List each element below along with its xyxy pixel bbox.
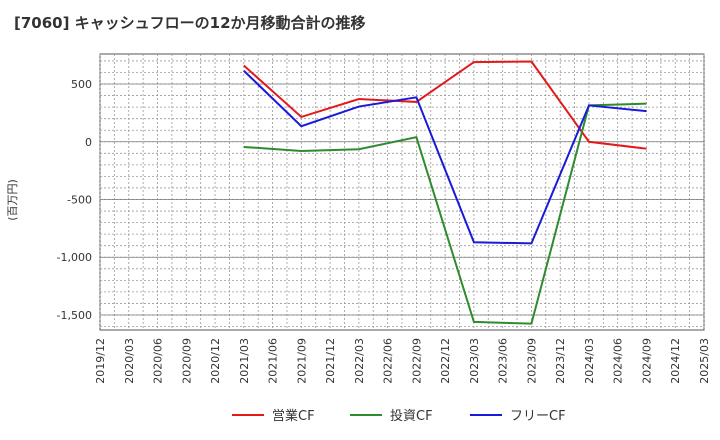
- y-tick-label: 500: [71, 78, 92, 91]
- legend: 営業CF 投資CF フリーCF: [232, 408, 566, 424]
- x-tick-label: 2022/06: [382, 338, 395, 384]
- x-tick-label: 2023/12: [554, 338, 567, 384]
- y-tick-label: -500: [67, 194, 92, 207]
- x-tick-label: 2023/03: [468, 338, 481, 384]
- x-tick-label: 2022/09: [410, 338, 423, 384]
- x-tick-label: 2021/03: [238, 338, 251, 384]
- legend-label: フリーCF: [510, 409, 566, 424]
- legend-label: 営業CF: [272, 408, 315, 424]
- x-tick-label: 2023/09: [525, 338, 538, 384]
- grid-lines: [99, 54, 705, 330]
- series-lines: [243, 60, 647, 325]
- y-tick-label: -1,500: [57, 309, 92, 322]
- x-tick-label: 2020/03: [123, 338, 136, 384]
- x-axis-ticks: 2019/12 2020/03 2020/06 2020/09 2020/12 2021/…: [94, 338, 711, 384]
- x-tick-label: 2022/12: [439, 338, 452, 384]
- legend-label: 投資CF: [390, 408, 433, 424]
- y-tick-label: -1,000: [57, 251, 92, 264]
- x-tick-label: 2023/06: [497, 338, 510, 384]
- y-axis-label: (百万円): [6, 179, 19, 221]
- x-tick-label: 2024/03: [583, 338, 596, 384]
- x-tick-label: 2021/09: [295, 338, 308, 384]
- x-tick-label: 2020/06: [152, 338, 165, 384]
- x-tick-label: 2021/06: [267, 338, 280, 384]
- x-tick-label: 2024/09: [640, 338, 653, 384]
- chart-title: [7060] キャッシュフローの12か月移動合計の推移: [14, 14, 366, 32]
- y-tick-label: 0: [85, 136, 92, 149]
- x-tick-label: 2020/12: [209, 338, 222, 384]
- x-tick-label: 2022/03: [353, 338, 366, 384]
- x-tick-label: 2020/09: [180, 338, 193, 384]
- x-tick-label: 2019/12: [94, 338, 107, 384]
- y-axis-ticks: 500 0 -500 -1,000 -1,500: [57, 78, 92, 322]
- x-tick-label: 2025/03: [698, 338, 711, 384]
- x-tick-label: 2024/12: [669, 338, 682, 384]
- series-line-フリーCF: [243, 70, 647, 245]
- series-line-投資CF: [243, 102, 647, 325]
- x-tick-label: 2021/12: [324, 338, 337, 384]
- x-tick-label: 2024/06: [612, 338, 625, 384]
